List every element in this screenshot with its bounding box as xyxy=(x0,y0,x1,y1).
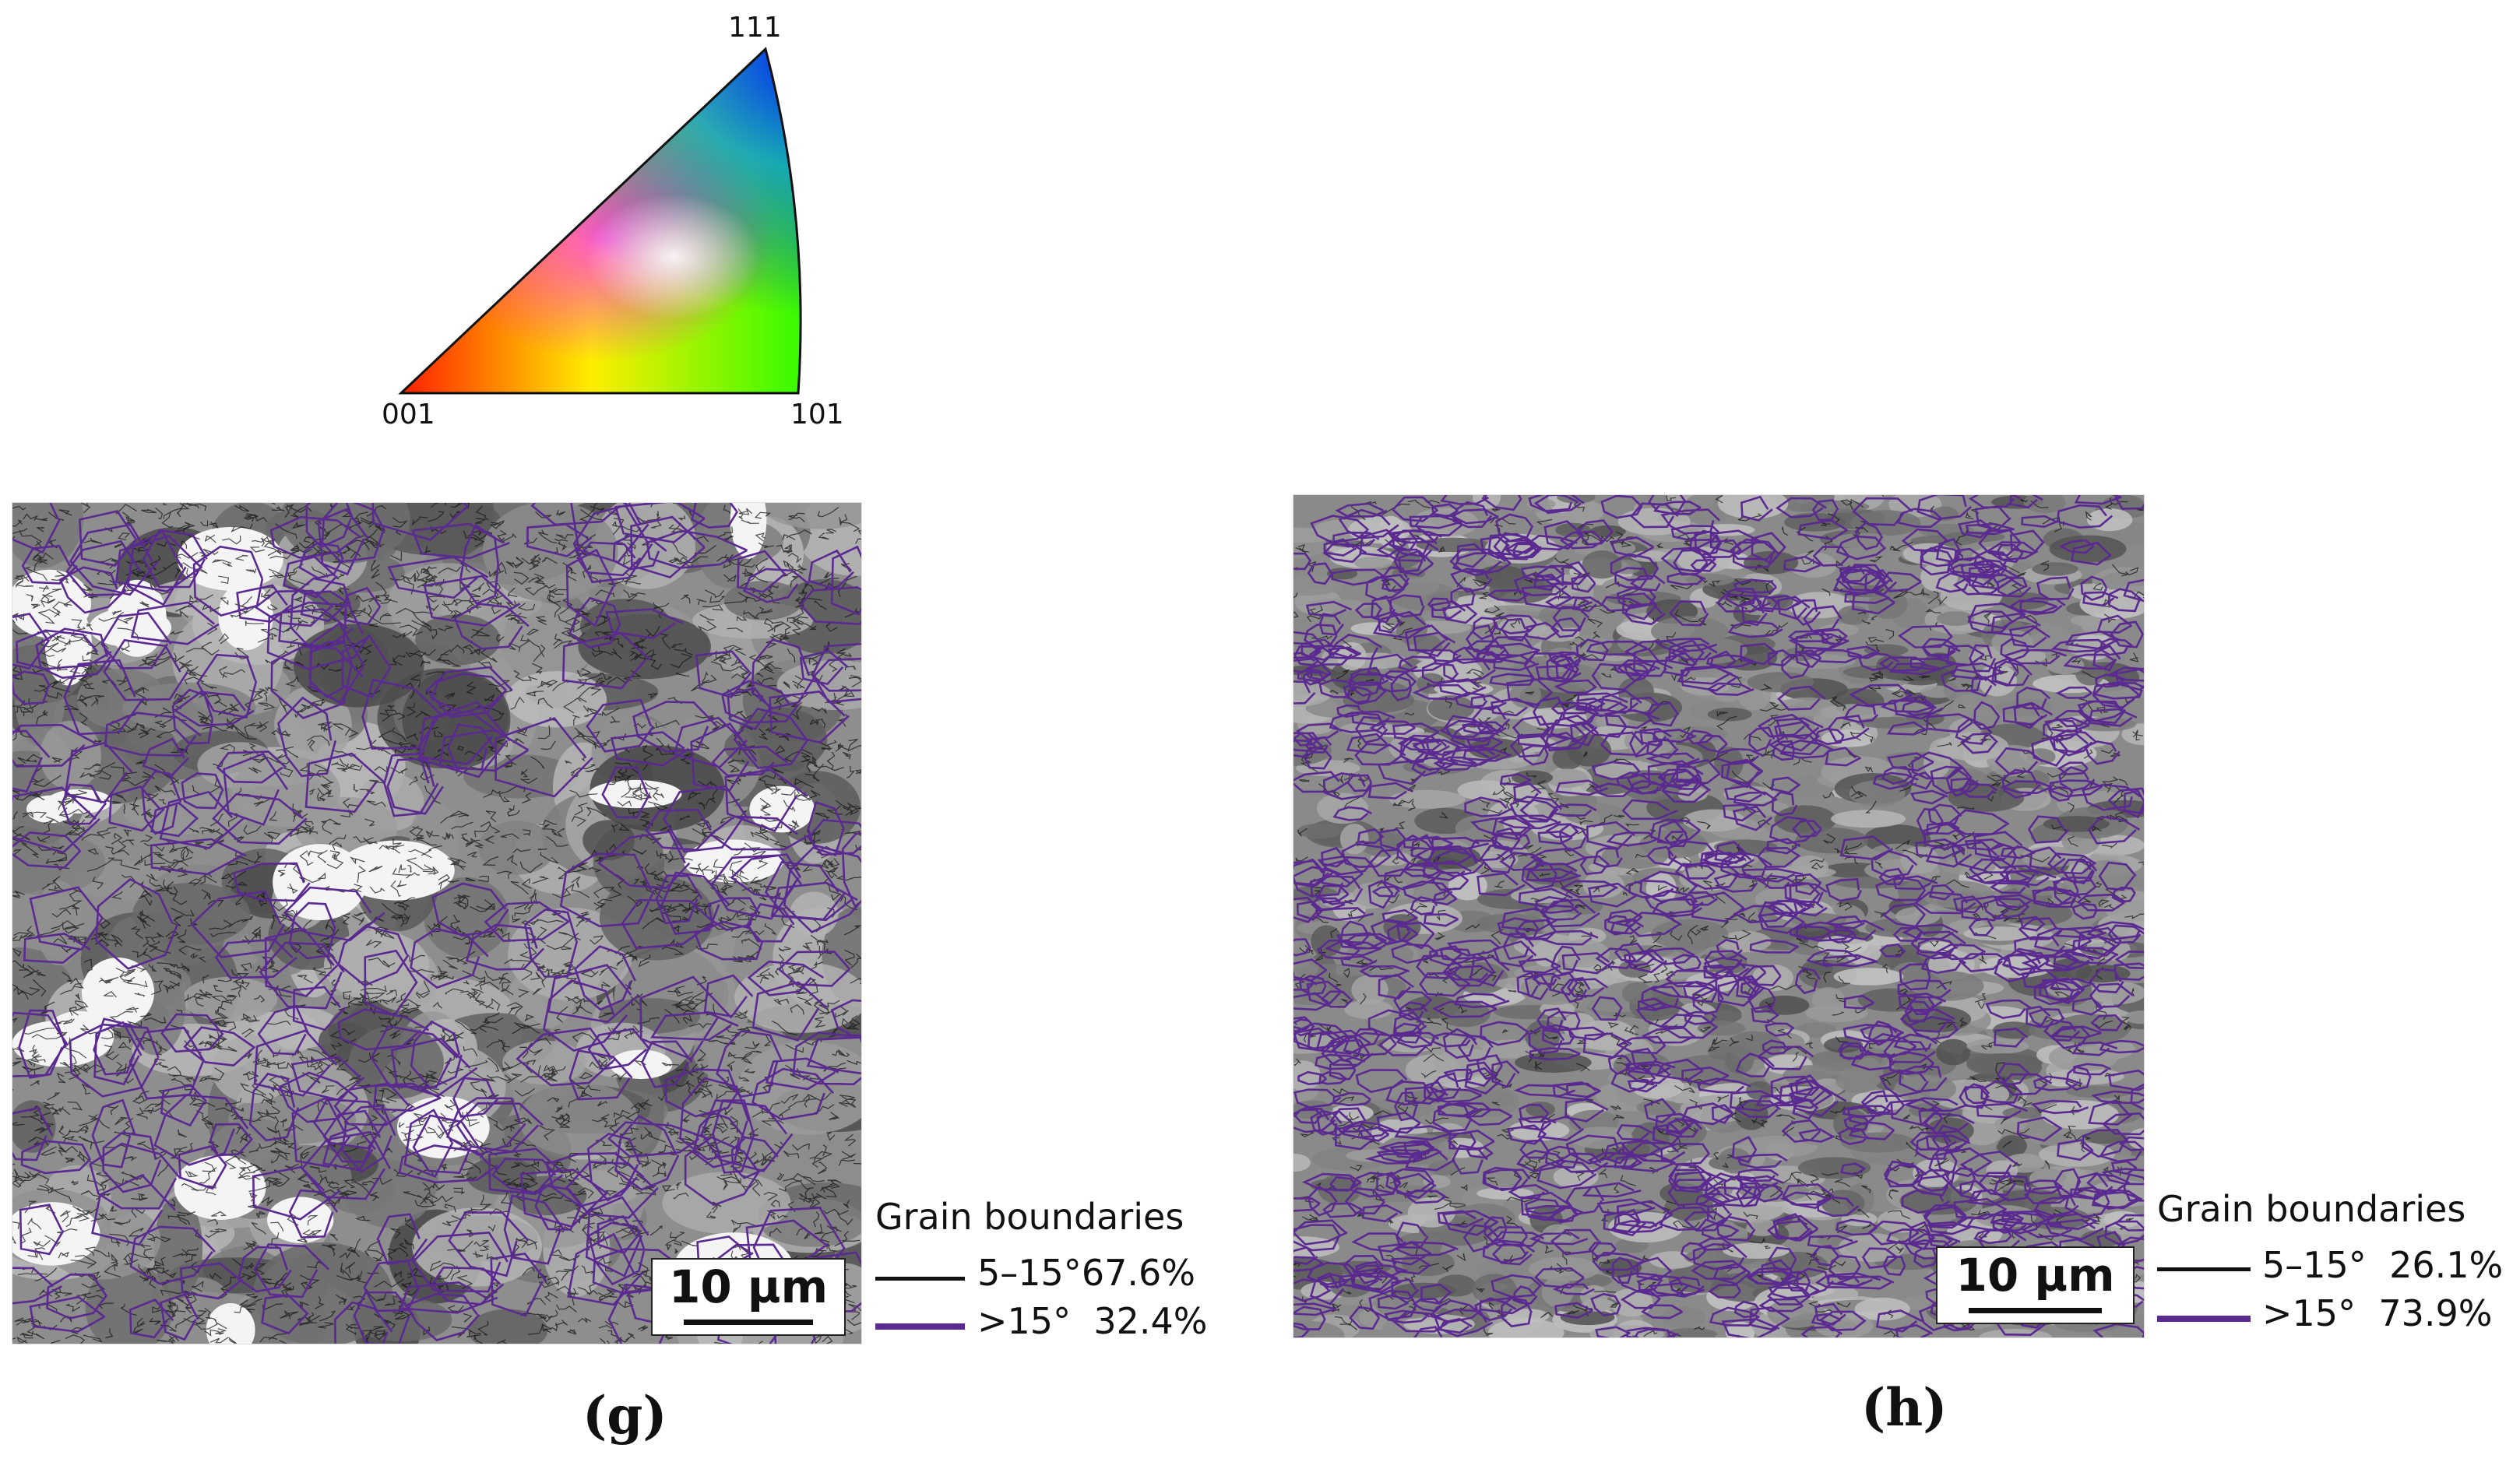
scale-bar-line-h xyxy=(1969,1308,2102,1313)
ipf-label-101: 101 xyxy=(790,399,844,431)
ebsd-map-h: 10 µm xyxy=(1293,494,2145,1338)
ebsd-grain-map-g xyxy=(12,503,861,1344)
legend-range-high-g: >15° xyxy=(977,1300,1072,1342)
legend-title-g: Grain boundaries xyxy=(875,1196,1184,1238)
legend-swatch-low-angle-h xyxy=(2157,1267,2251,1271)
scale-bar-label-g: 10 µm xyxy=(668,1260,829,1313)
legend-row-low-angle-g: 5–15°67.6% xyxy=(977,1252,1195,1294)
legend-row-high-angle-g: >15° 32.4% xyxy=(977,1300,1207,1342)
legend-swatch-high-angle-h xyxy=(2157,1316,2251,1322)
legend-range-high-h: >15° xyxy=(2262,1292,2356,1334)
legend-range-low-h: 5–15° xyxy=(2262,1244,2367,1286)
panel-label-g: (g) xyxy=(582,1385,667,1446)
legend-row-high-angle-h: >15° 73.9% xyxy=(2262,1292,2492,1334)
ipf-label-111: 111 xyxy=(728,12,782,44)
legend-range-low-g: 5–15° xyxy=(977,1252,1082,1294)
ebsd-map-g: 10 µm xyxy=(12,502,862,1344)
scale-bar-g: 10 µm xyxy=(651,1258,846,1336)
scale-bar-line-g xyxy=(684,1320,813,1325)
legend-fraction-low-g: 67.6% xyxy=(1081,1252,1195,1294)
legend-fraction-high-g: 32.4% xyxy=(1093,1300,1208,1342)
legend-title-h: Grain boundaries xyxy=(2157,1188,2466,1230)
inverse-pole-figure: 111 001 101 xyxy=(374,0,857,448)
scale-bar-label-h: 10 µm xyxy=(1955,1249,2115,1302)
legend-fraction-high-h: 73.9% xyxy=(2378,1292,2493,1334)
legend-swatch-low-angle-g xyxy=(875,1277,965,1281)
panel-label-h: (h) xyxy=(1861,1377,1948,1438)
ebsd-grain-map-h xyxy=(1293,495,2144,1337)
legend-swatch-high-angle-g xyxy=(875,1323,965,1330)
legend-fraction-low-h: 26.1% xyxy=(2389,1244,2504,1286)
ipf-label-001: 001 xyxy=(382,399,435,431)
ipf-triangle xyxy=(398,47,802,395)
scale-bar-h: 10 µm xyxy=(1936,1246,2135,1324)
legend-row-low-angle-h: 5–15° 26.1% xyxy=(2262,1244,2503,1286)
